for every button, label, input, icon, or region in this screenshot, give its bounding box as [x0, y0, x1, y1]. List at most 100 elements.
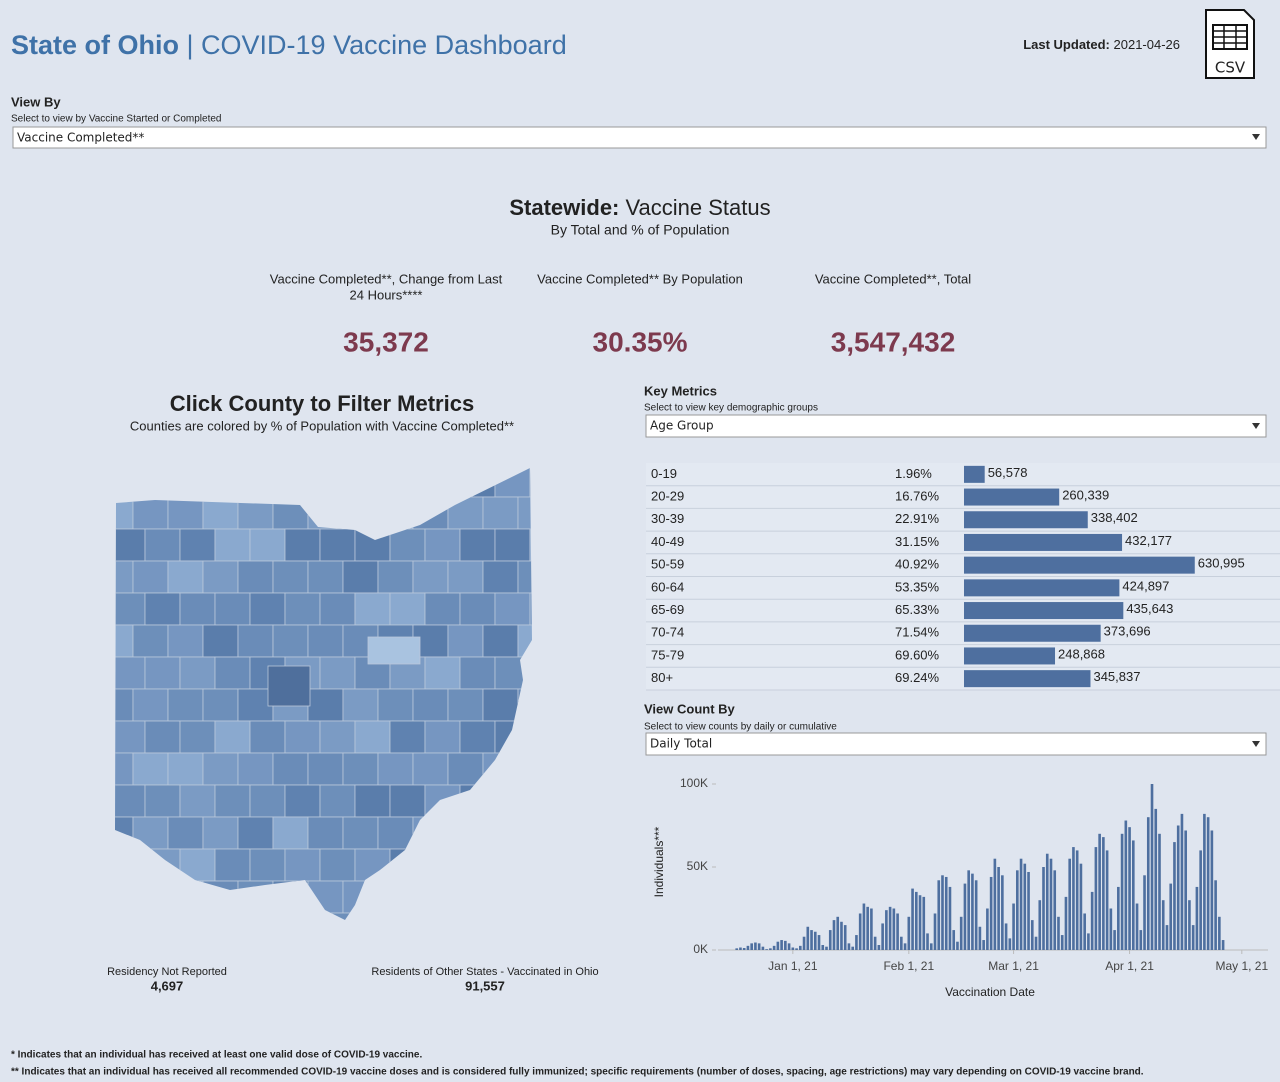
county[interactable] [459, 720, 496, 754]
county[interactable] [237, 560, 274, 594]
dropdown-arrow[interactable] [1252, 741, 1260, 747]
county[interactable] [132, 496, 169, 530]
county[interactable] [249, 465, 286, 498]
county[interactable] [144, 528, 181, 562]
county[interactable] [167, 560, 204, 594]
county[interactable] [249, 848, 286, 882]
dropdown-box[interactable] [12, 126, 1267, 149]
county[interactable] [529, 912, 565, 945]
county[interactable] [459, 912, 496, 945]
county[interactable] [377, 496, 414, 530]
county[interactable] [342, 880, 379, 914]
county[interactable] [214, 656, 251, 690]
dropdown-arrow[interactable] [1252, 423, 1260, 429]
county[interactable] [284, 720, 321, 754]
county[interactable] [412, 496, 449, 530]
county[interactable] [110, 912, 146, 945]
county[interactable] [424, 784, 461, 818]
county[interactable] [110, 592, 146, 626]
county[interactable] [284, 912, 321, 945]
county[interactable] [447, 880, 484, 914]
county[interactable] [482, 688, 519, 722]
county[interactable] [237, 624, 274, 658]
county[interactable] [319, 784, 356, 818]
county[interactable] [144, 592, 181, 626]
csv-download[interactable]: CSV [1205, 9, 1255, 79]
view-count-dropdown[interactable]: Daily Total [645, 732, 1267, 756]
county[interactable] [110, 656, 146, 690]
county[interactable] [132, 880, 169, 914]
county[interactable] [214, 592, 251, 626]
county[interactable] [202, 560, 239, 594]
county[interactable] [459, 848, 496, 882]
dropdown-value[interactable]: Daily Total [650, 737, 712, 751]
key-metrics-dropdown[interactable]: Age Group [645, 414, 1267, 438]
county[interactable] [179, 592, 216, 626]
county[interactable] [494, 592, 531, 626]
county[interactable] [98, 880, 134, 914]
county[interactable] [354, 912, 391, 945]
county[interactable] [342, 560, 379, 594]
county[interactable] [319, 528, 356, 562]
county[interactable] [389, 528, 426, 562]
county[interactable] [110, 528, 146, 562]
county[interactable] [529, 784, 565, 818]
county[interactable] [237, 752, 274, 786]
county[interactable] [424, 592, 461, 626]
county-map[interactable] [98, 465, 565, 945]
county[interactable] [447, 688, 484, 722]
county[interactable] [267, 665, 311, 707]
county[interactable] [447, 816, 484, 850]
county[interactable] [482, 496, 519, 530]
county[interactable] [179, 912, 216, 945]
county[interactable] [424, 656, 461, 690]
county[interactable] [354, 848, 391, 882]
county[interactable] [214, 720, 251, 754]
csv-icon[interactable] [1205, 9, 1255, 79]
county[interactable] [284, 465, 321, 498]
county[interactable] [424, 528, 461, 562]
county[interactable] [412, 560, 449, 594]
csv-label[interactable]: CSV [1215, 59, 1246, 77]
county[interactable] [342, 496, 379, 530]
county[interactable] [284, 528, 321, 562]
county[interactable] [529, 592, 565, 626]
county[interactable] [167, 752, 204, 786]
county[interactable] [110, 720, 146, 754]
county[interactable] [377, 880, 414, 914]
county[interactable] [98, 560, 134, 594]
county[interactable] [249, 592, 286, 626]
county[interactable] [214, 784, 251, 818]
county[interactable] [412, 880, 449, 914]
county[interactable] [307, 560, 344, 594]
dropdown-arrow[interactable] [1252, 134, 1260, 140]
county[interactable] [167, 880, 204, 914]
dropdown-value[interactable]: Vaccine Completed** [17, 131, 144, 145]
county[interactable] [144, 912, 181, 945]
county[interactable] [98, 496, 134, 530]
county[interactable] [424, 720, 461, 754]
county[interactable] [494, 528, 531, 562]
county[interactable] [249, 784, 286, 818]
county[interactable] [249, 912, 286, 945]
county[interactable] [202, 752, 239, 786]
county[interactable] [424, 848, 461, 882]
county[interactable] [447, 560, 484, 594]
county[interactable] [167, 496, 204, 530]
county[interactable] [319, 912, 356, 945]
county[interactable] [529, 528, 565, 562]
county[interactable] [529, 656, 565, 690]
county[interactable] [447, 496, 484, 530]
county[interactable] [110, 784, 146, 818]
county[interactable] [494, 720, 531, 754]
county[interactable] [494, 784, 531, 818]
county[interactable] [237, 496, 274, 530]
county[interactable] [272, 624, 309, 658]
county[interactable] [319, 848, 356, 882]
county[interactable] [284, 784, 321, 818]
county[interactable] [202, 496, 239, 530]
csv-grid-lines[interactable] [1213, 25, 1247, 49]
county[interactable] [214, 912, 251, 945]
county[interactable] [377, 816, 414, 850]
county[interactable] [132, 752, 169, 786]
